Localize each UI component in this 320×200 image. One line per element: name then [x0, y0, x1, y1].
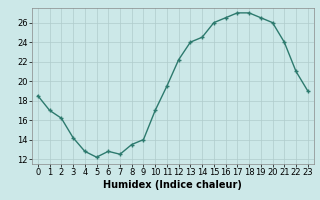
X-axis label: Humidex (Indice chaleur): Humidex (Indice chaleur) [103, 180, 242, 190]
